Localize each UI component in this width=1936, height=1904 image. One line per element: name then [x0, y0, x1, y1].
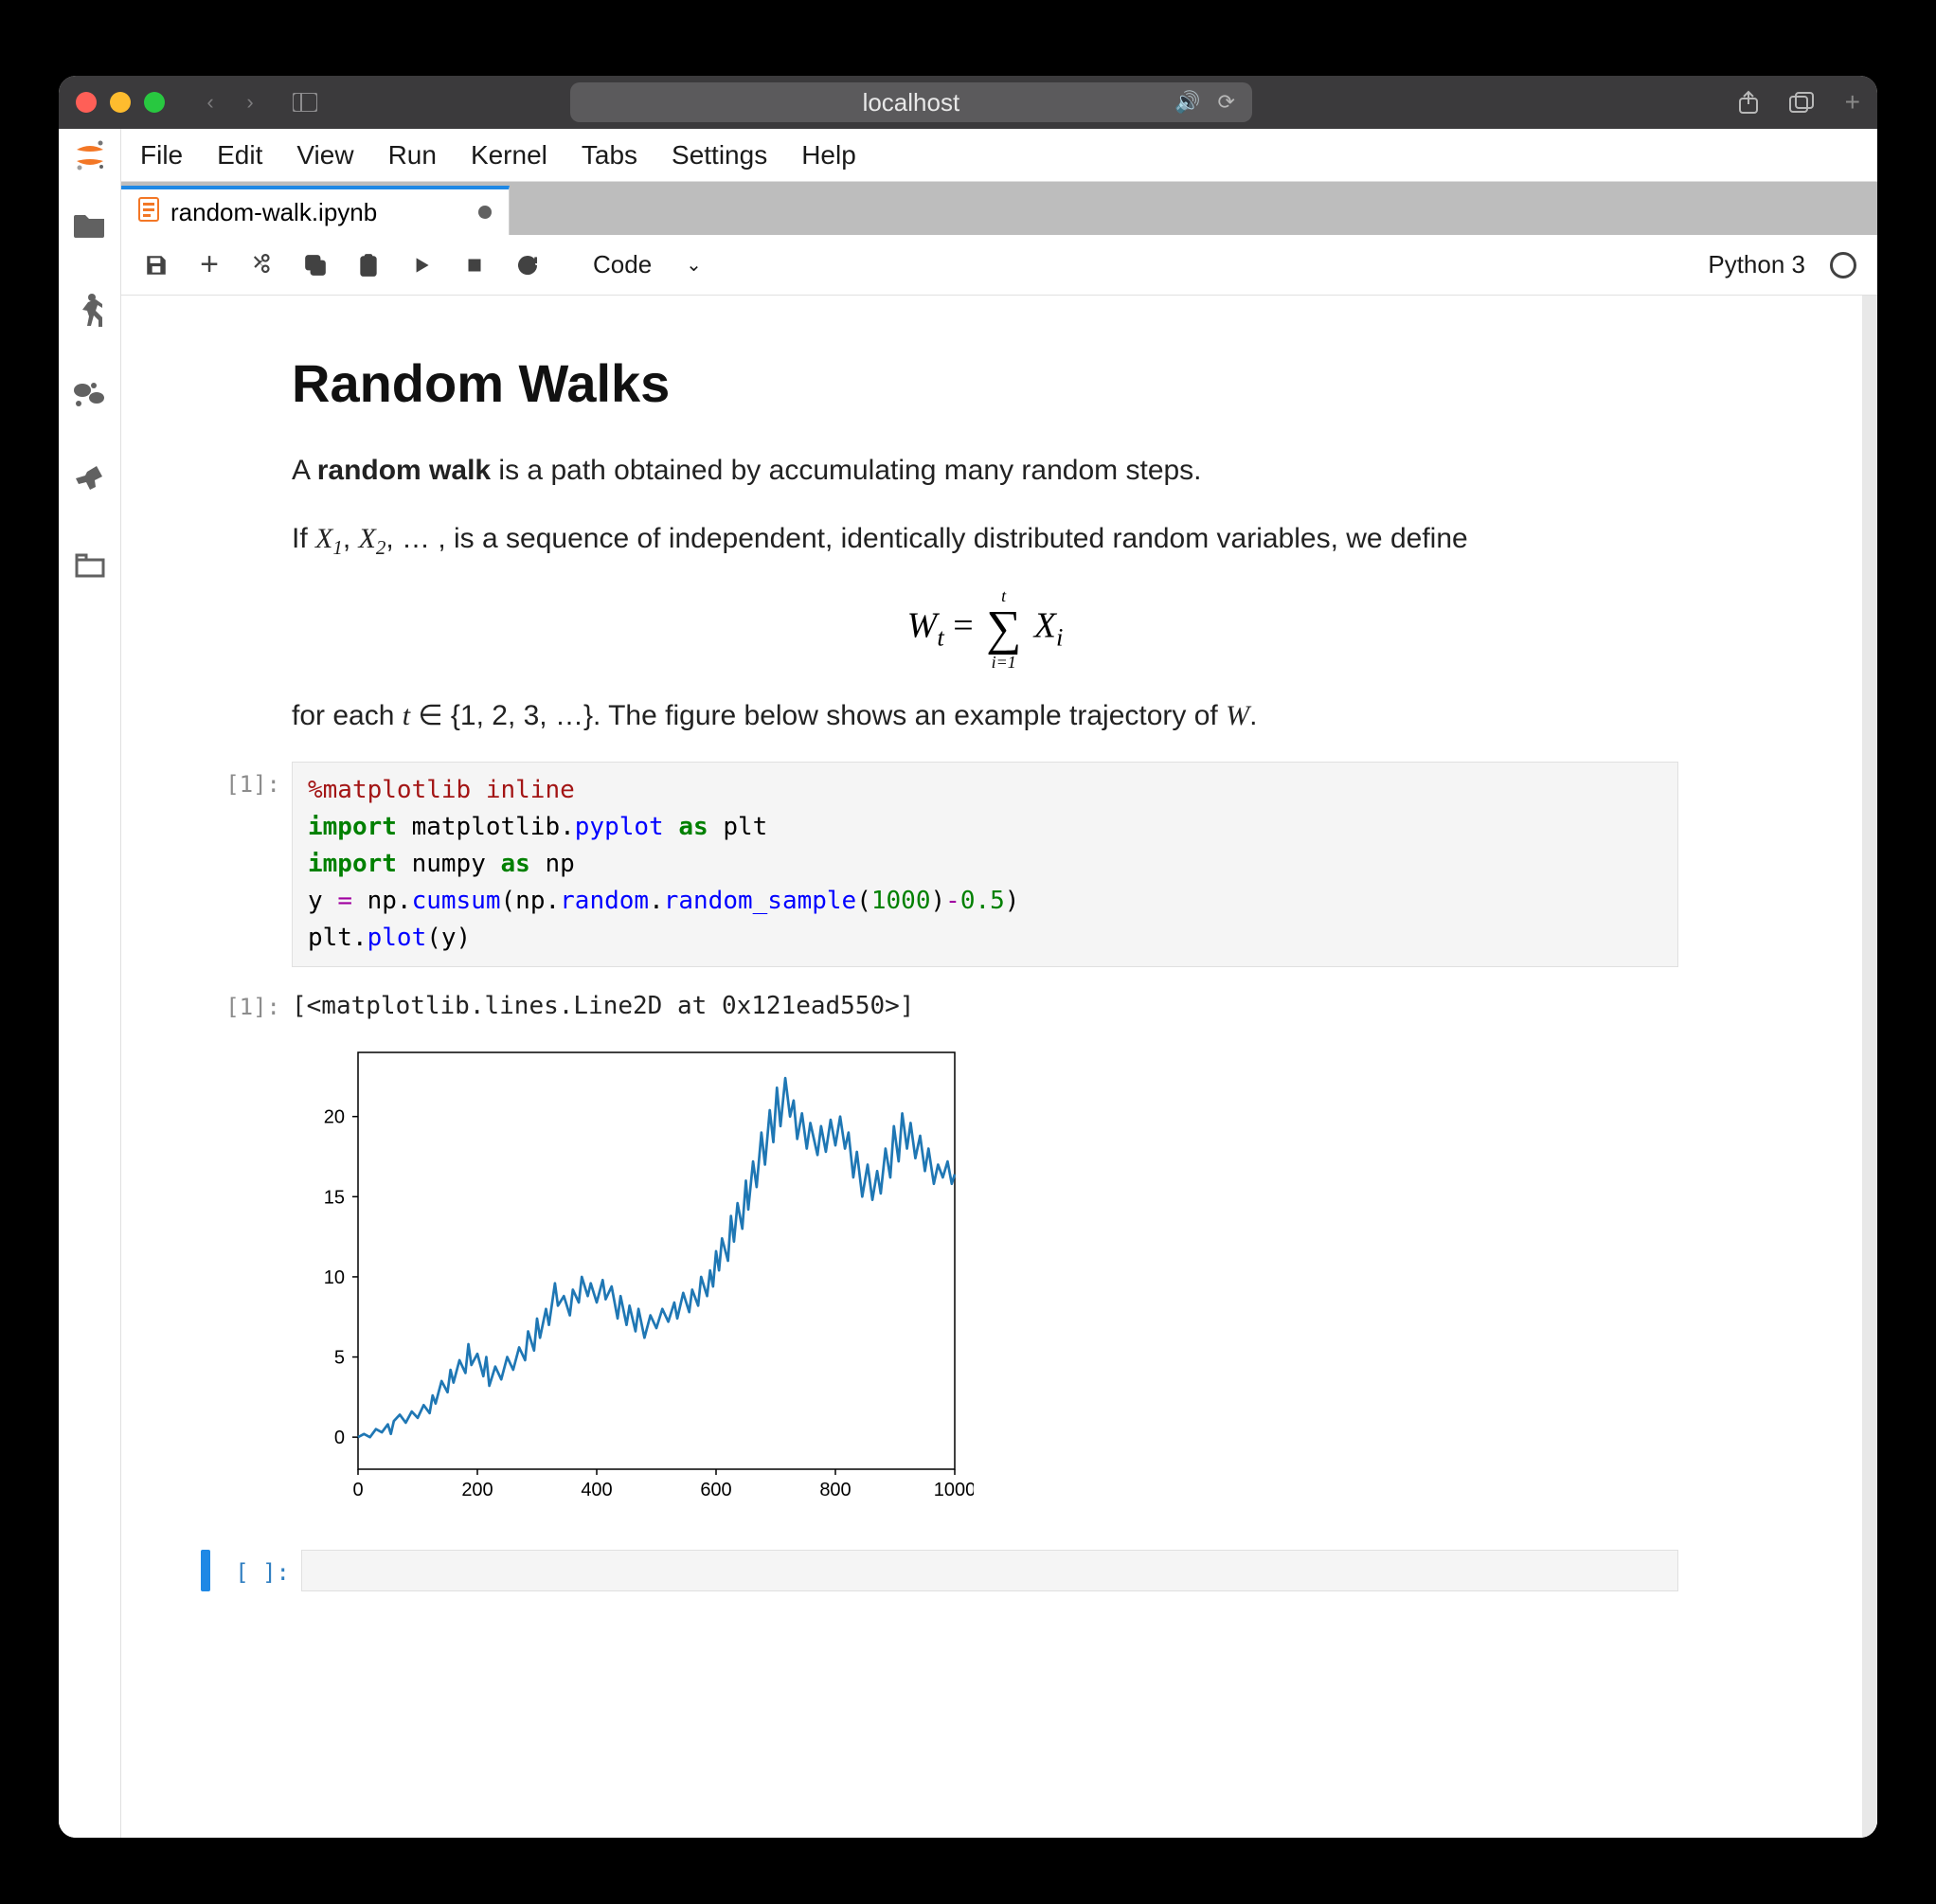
menu-tabs[interactable]: Tabs [582, 140, 637, 171]
commands-icon[interactable] [59, 352, 121, 438]
forward-icon[interactable]: › [231, 86, 269, 118]
svg-text:0: 0 [334, 1428, 345, 1448]
svg-text:200: 200 [461, 1480, 493, 1500]
svg-text:400: 400 [581, 1480, 612, 1500]
notebook-icon [138, 197, 159, 227]
tab-notebook[interactable]: random-walk.ipynb [121, 186, 510, 235]
menu-kernel[interactable]: Kernel [471, 140, 547, 171]
main-area: File Edit View Run Kernel Tabs Settings … [121, 129, 1877, 1838]
sigma-icon: ∑ [986, 604, 1021, 654]
svg-text:800: 800 [819, 1480, 851, 1500]
output-text: [<matplotlib.lines.Line2D at 0x121ead550… [292, 984, 1678, 1020]
code-cell-1[interactable]: [1]: %matplotlib inline import matplotli… [201, 762, 1678, 967]
in-prompt-empty: [ ]: [227, 1550, 301, 1591]
copy-icon[interactable] [294, 243, 337, 287]
menu-view[interactable]: View [296, 140, 353, 171]
line-chart: 0 200 400 600 800 1000 0 5 10 15 20 [292, 1033, 974, 1507]
settings-icon[interactable] [59, 438, 121, 523]
reload-icon[interactable]: ⟳ [1217, 90, 1234, 115]
notebook-toolbar: + Code ⌄ Python 3 [121, 235, 1877, 296]
svg-text:600: 600 [700, 1480, 731, 1500]
menu-edit[interactable]: Edit [217, 140, 262, 171]
md-title: Random Walks [292, 352, 1678, 414]
kernel-status-icon[interactable] [1830, 252, 1856, 278]
save-icon[interactable] [134, 243, 178, 287]
svg-text:20: 20 [324, 1106, 345, 1127]
md-p2: If X1, X2, … , is a sequence of independ… [292, 516, 1678, 565]
run-icon[interactable] [400, 243, 443, 287]
jupyter-logo-icon[interactable] [59, 129, 121, 182]
menu-settings[interactable]: Settings [672, 140, 767, 171]
audio-icon[interactable]: 🔊 [1174, 90, 1200, 115]
in-prompt: [1]: [201, 762, 292, 967]
titlebar: ‹ › localhost 🔊 ⟳ + [59, 76, 1877, 129]
tabs-panel-icon[interactable] [59, 523, 121, 608]
chevron-down-icon: ⌄ [686, 253, 702, 277]
svg-text:0: 0 [352, 1480, 363, 1500]
stop-icon[interactable] [453, 243, 496, 287]
active-cell-indicator [201, 1550, 210, 1591]
window-controls [76, 92, 165, 113]
running-icon[interactable] [59, 267, 121, 352]
md-p3: for each t ∈ {1, 2, 3, …}. The figure be… [292, 693, 1678, 739]
menu-help[interactable]: Help [801, 140, 856, 171]
cell-type-select[interactable]: Code ⌄ [578, 244, 717, 285]
svg-text:15: 15 [324, 1187, 345, 1208]
menu-run[interactable]: Run [388, 140, 437, 171]
svg-text:1000: 1000 [934, 1480, 974, 1500]
notebook[interactable]: Random Walks A random walk is a path obt… [121, 296, 1877, 1838]
tabbar: random-walk.ipynb [121, 182, 1877, 235]
close-icon[interactable] [76, 92, 97, 113]
kernel-name[interactable]: Python 3 [1708, 250, 1805, 279]
svg-text:10: 10 [324, 1267, 345, 1288]
new-tab-icon[interactable]: + [1845, 87, 1860, 117]
url-text: localhost [863, 88, 960, 117]
left-rail [59, 129, 121, 1838]
restart-icon[interactable] [506, 243, 549, 287]
code-input[interactable]: %matplotlib inline import matplotlib.pyp… [292, 762, 1678, 967]
add-cell-icon[interactable]: + [188, 243, 231, 287]
menu-file[interactable]: File [140, 140, 183, 171]
cut-icon[interactable] [241, 243, 284, 287]
maximize-icon[interactable] [144, 92, 165, 113]
sidebar-toggle-icon[interactable] [286, 86, 324, 118]
tabs-icon[interactable] [1784, 85, 1819, 119]
share-icon[interactable] [1731, 85, 1766, 119]
output-cell-1: [1]: [<matplotlib.lines.Line2D at 0x121e… [201, 984, 1678, 1020]
empty-cell[interactable]: [ ]: [201, 1550, 1678, 1591]
browser-window: ‹ › localhost 🔊 ⟳ + [59, 76, 1877, 1838]
menubar: File Edit View Run Kernel Tabs Settings … [121, 129, 1877, 182]
dirty-indicator-icon [478, 206, 492, 219]
back-icon[interactable]: ‹ [191, 86, 229, 118]
url-bar[interactable]: localhost 🔊 ⟳ [570, 82, 1252, 122]
file-browser-icon[interactable] [59, 182, 121, 267]
svg-text:5: 5 [334, 1347, 345, 1368]
output-chart: 0 200 400 600 800 1000 0 5 10 15 20 [292, 1033, 1678, 1512]
cell-type-label: Code [593, 250, 652, 279]
jupyterlab-app: File Edit View Run Kernel Tabs Settings … [59, 129, 1877, 1838]
out-prompt: [1]: [201, 984, 292, 1020]
md-equation: Wt = t∑i=1 Xi [292, 587, 1678, 671]
tab-title: random-walk.ipynb [170, 198, 377, 227]
nav-arrows: ‹ › [191, 86, 269, 118]
minimize-icon[interactable] [110, 92, 131, 113]
md-p1: A random walk is a path obtained by accu… [292, 448, 1678, 494]
code-input-empty[interactable] [301, 1550, 1678, 1591]
paste-icon[interactable] [347, 243, 390, 287]
markdown-cell[interactable]: Random Walks A random walk is a path obt… [201, 352, 1678, 739]
